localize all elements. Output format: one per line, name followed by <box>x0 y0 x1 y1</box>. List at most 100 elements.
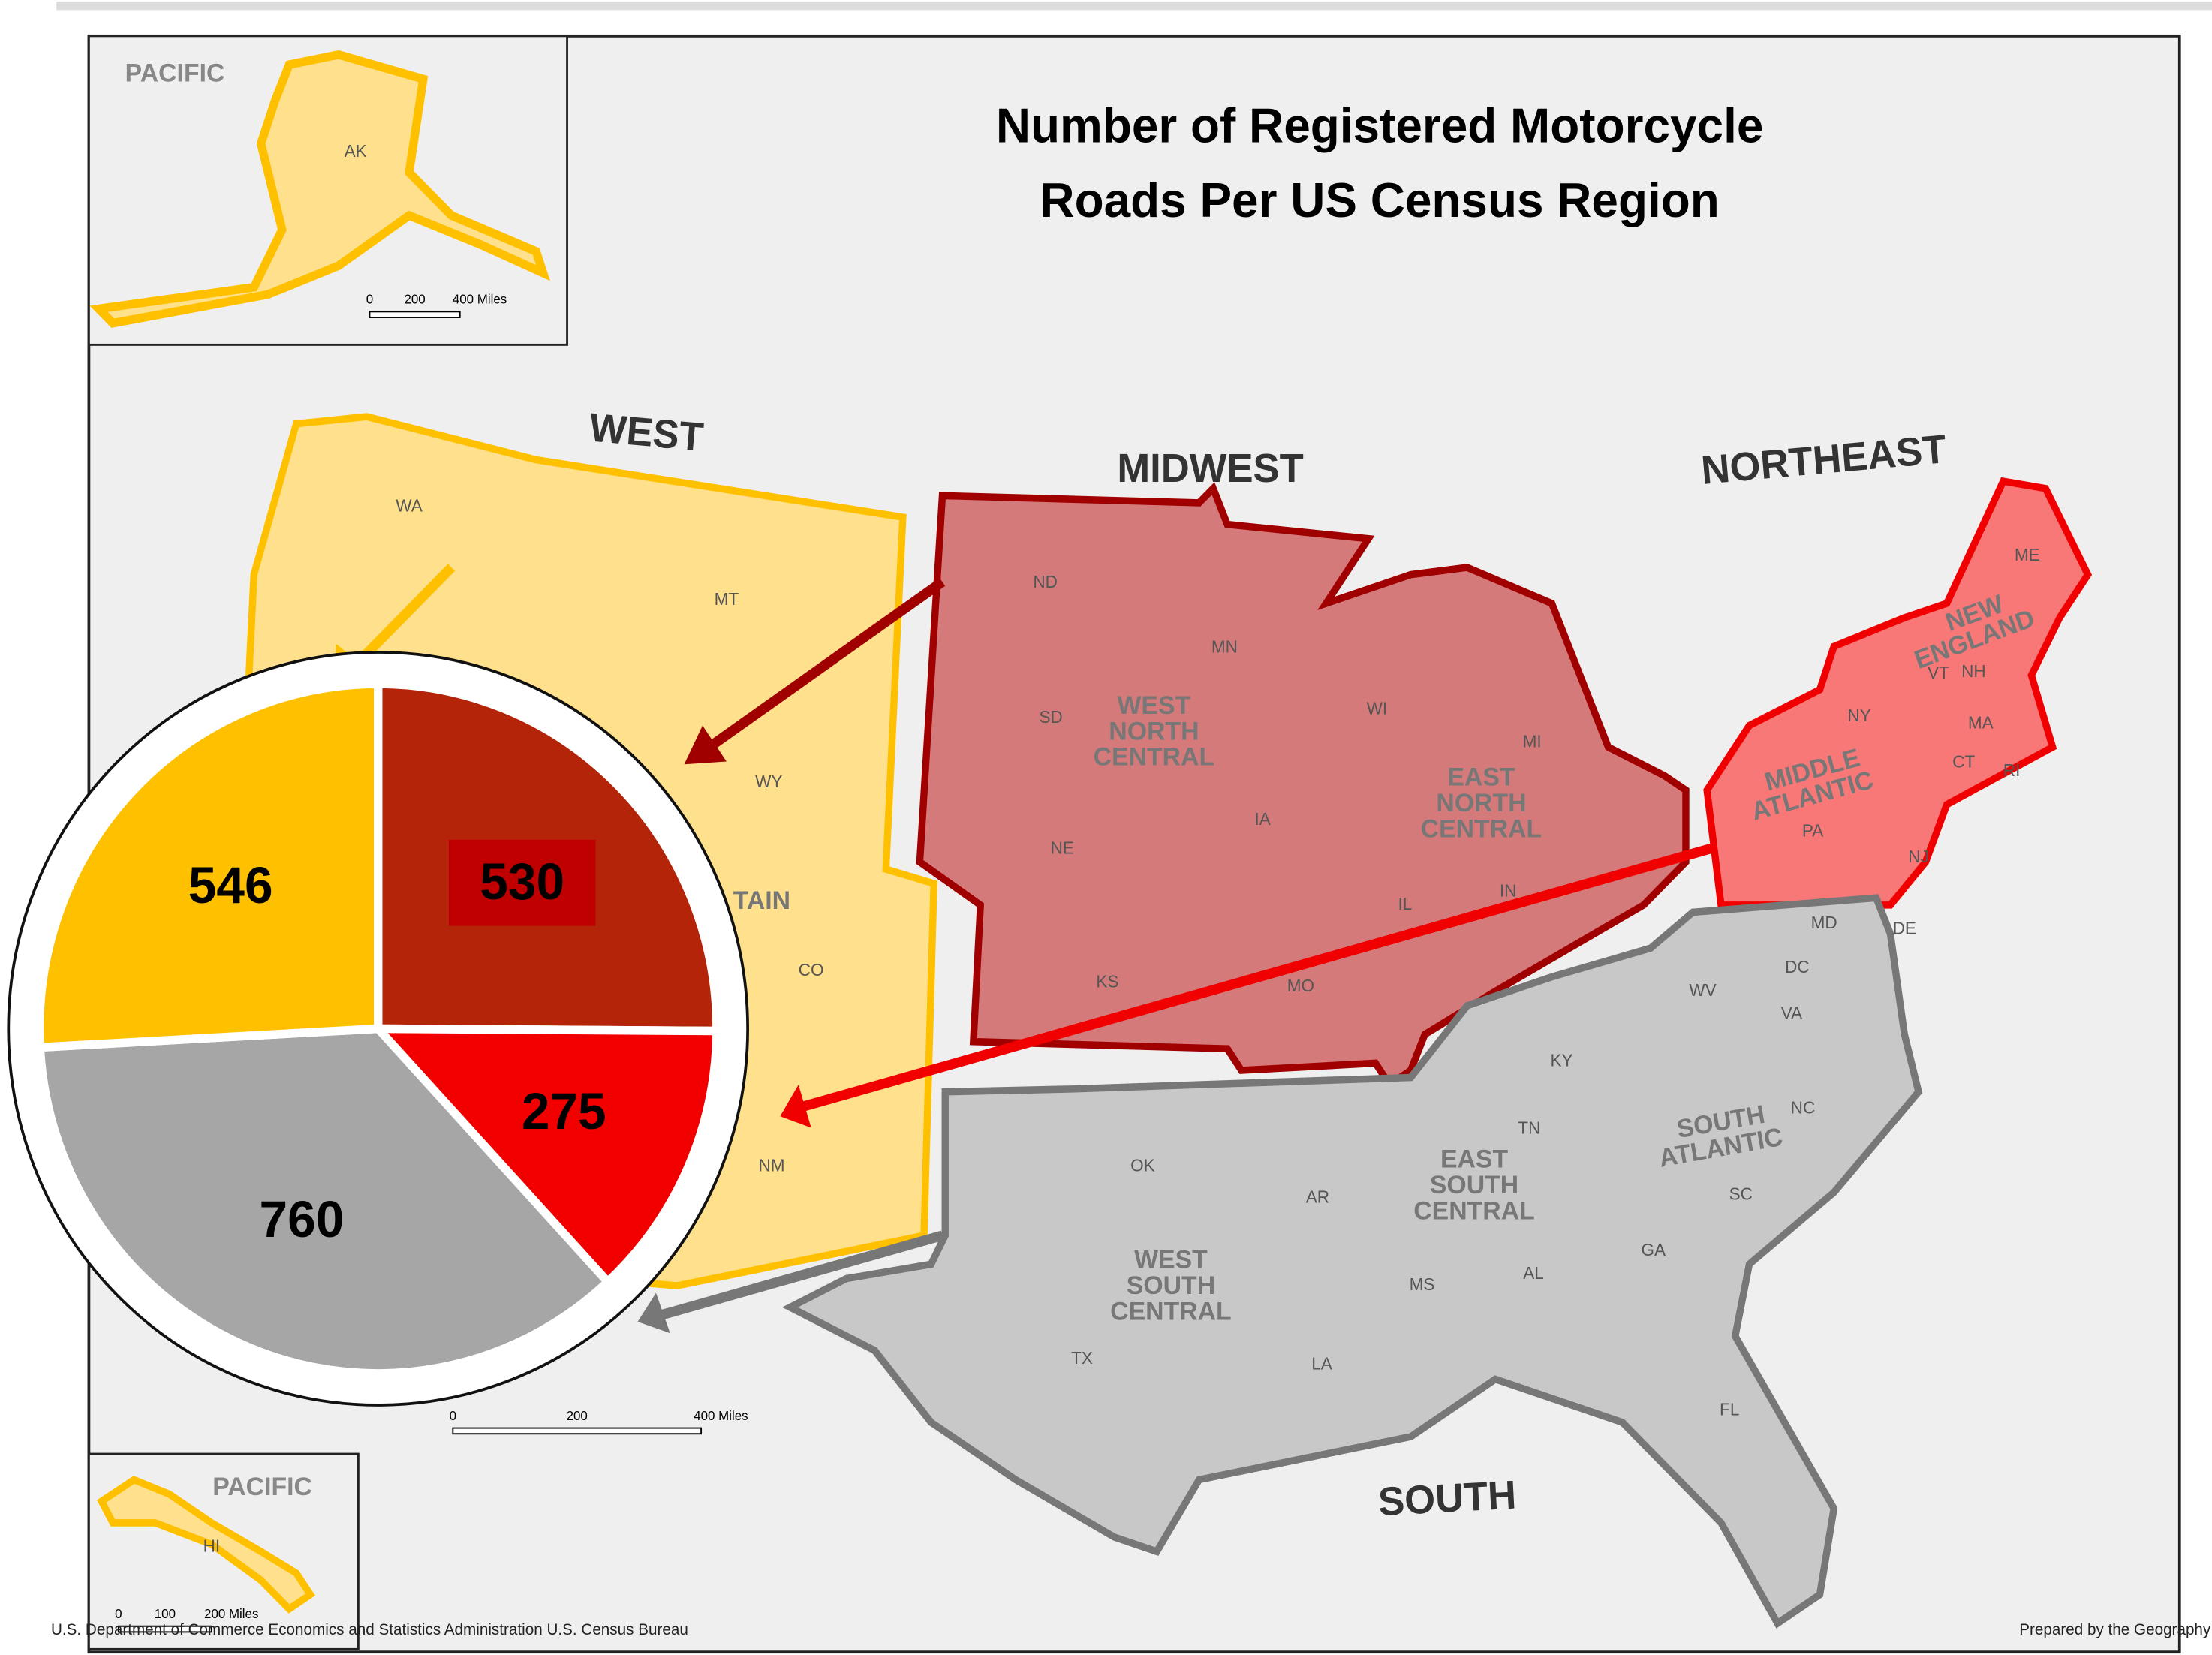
state-label: ND <box>1033 572 1058 591</box>
chart-title: Roads Per US Census Region <box>1040 173 1719 227</box>
state-label: NJ <box>1908 847 1929 866</box>
division-label: NORTH <box>1436 789 1526 817</box>
scale-bar <box>369 311 461 318</box>
scale-label: 0 <box>366 292 373 306</box>
scale-label: 400 Miles <box>453 292 507 306</box>
state-label: MS <box>1410 1274 1435 1294</box>
scale-label: 0 <box>115 1607 122 1621</box>
value-label: 546 <box>188 856 273 914</box>
state-label: PA <box>1802 820 1824 840</box>
state-label: WV <box>1689 980 1717 1000</box>
state-label: WA <box>396 496 423 516</box>
division-label: CENTRAL <box>1421 814 1542 843</box>
division-label: TAIN <box>733 886 790 915</box>
pie: 530 275 760 546 <box>35 679 721 1378</box>
region-label: MIDWEST <box>1117 447 1303 492</box>
division-label: EAST <box>1440 1145 1508 1173</box>
northeast-region <box>1703 477 2093 909</box>
state-label: NE <box>1051 838 1074 857</box>
south-region <box>781 894 1923 1629</box>
footer-right: Prepared by the Geography Division <box>2019 1621 2212 1638</box>
pie-slice <box>35 679 383 1052</box>
scale-label: 0 <box>450 1409 456 1423</box>
state-label: ME <box>2015 545 2040 564</box>
arrowhead <box>684 725 727 765</box>
state-label: MD <box>1811 913 1837 932</box>
footer-left: U.S. Department of Commerce Economics an… <box>51 1621 688 1638</box>
state-label: WI <box>1367 698 1388 718</box>
arrow <box>802 842 1716 1112</box>
state-label: IN <box>1500 881 1517 901</box>
state-label: TN <box>1518 1118 1540 1137</box>
state-label: DE <box>1893 918 1916 937</box>
sea-label: PACIFIC <box>212 1473 312 1501</box>
scale-bar <box>117 1625 212 1633</box>
state-label: MN <box>1211 636 1238 656</box>
arrow <box>661 1230 944 1319</box>
division-label: CENTRAL <box>1413 1196 1535 1225</box>
arrowhead <box>637 1292 670 1334</box>
state-label: NC <box>1791 1098 1816 1118</box>
division-label: WEST <box>1134 1245 1208 1274</box>
division-label: SOUTH <box>1127 1271 1215 1300</box>
sea-label: PACIFIC <box>125 59 225 87</box>
pie-slice <box>368 1024 721 1289</box>
arrowhead <box>780 1085 811 1128</box>
state-label: MT <box>715 589 739 609</box>
division-label: SOUTH <box>1430 1171 1518 1199</box>
state-label: DC <box>1785 957 1810 976</box>
state-label: MO <box>1287 976 1314 995</box>
value-label-box <box>448 839 596 926</box>
state-label: TX <box>1071 1348 1093 1368</box>
division-label: WEST <box>1118 691 1191 720</box>
state-label: KS <box>1096 971 1118 991</box>
state-label: AL <box>1523 1263 1544 1283</box>
state-label: VA <box>1781 1003 1803 1022</box>
state-label: VT <box>1928 663 1949 682</box>
state-label: IL <box>1398 894 1413 913</box>
state-label: RI <box>2003 760 2021 780</box>
state-label: NM <box>759 1155 785 1175</box>
state-label: WY <box>755 772 782 791</box>
arrow <box>702 577 946 754</box>
pie-slice <box>35 1024 614 1378</box>
state-label: KY <box>1551 1050 1573 1070</box>
chart-title: Number of Registered Motorcycle <box>996 98 1764 153</box>
state-label: SC <box>1729 1184 1753 1203</box>
scale-bar <box>452 1427 703 1435</box>
state-label: CO <box>799 960 824 979</box>
region-label: SOUTH <box>1377 1473 1518 1524</box>
state-label: MI <box>1523 731 1542 751</box>
scale-label: 200 <box>567 1409 588 1423</box>
state-label: OK <box>1130 1155 1155 1175</box>
state-label: SD <box>1040 707 1063 727</box>
state-label: AR <box>1306 1187 1329 1206</box>
state-label: FL <box>1720 1399 1739 1419</box>
state-label: LA <box>1311 1353 1332 1373</box>
division-label: EAST <box>1447 763 1515 791</box>
division-label: NORTH <box>1109 717 1199 745</box>
state-label: NY <box>1847 706 1870 725</box>
division-label: CENTRAL <box>1094 742 1215 771</box>
state-label: GA <box>1641 1240 1666 1259</box>
scale-label: 400 Miles <box>694 1409 748 1423</box>
region-label: WEST <box>588 405 706 460</box>
state-label: NH <box>1961 661 1986 681</box>
state-label: AK <box>345 141 367 161</box>
scale-label: 100 <box>155 1607 176 1621</box>
scale-label: 200 <box>404 292 425 306</box>
division-label: CENTRAL <box>1110 1297 1232 1326</box>
value-label: 760 <box>260 1190 345 1248</box>
scale-label: 200 Miles <box>204 1607 258 1621</box>
state-label: IA <box>1254 809 1271 829</box>
midwest-region <box>916 482 1690 1090</box>
state-label: CT <box>1952 751 1975 771</box>
value-label: 275 <box>522 1082 606 1140</box>
value-label: 530 <box>480 853 564 911</box>
state-label: MA <box>1968 713 1994 733</box>
state-label: HI <box>203 1536 221 1555</box>
hawaii-shape <box>97 1476 315 1614</box>
alaska-shape <box>89 50 550 328</box>
